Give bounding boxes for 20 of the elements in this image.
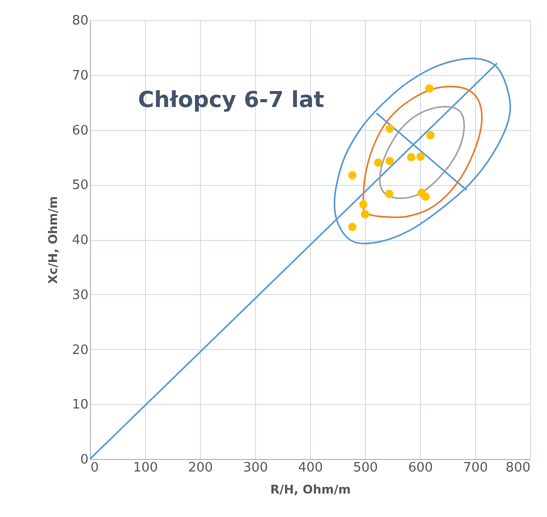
x-tick-label: 300 (243, 460, 268, 476)
x-tick-label: 600 (408, 460, 433, 476)
y-tick-label: 80 (72, 14, 88, 28)
y-tick-label: 50 (72, 178, 88, 194)
y-tick-label: 40 (72, 233, 88, 248)
y-tick-label: 60 (72, 123, 88, 138)
text: Chłopcy 6-7 lat (138, 88, 325, 113)
y-tick-label: 70 (72, 68, 88, 84)
x-tick-label: 100 (133, 460, 158, 476)
x-tick-label: 800 (506, 460, 530, 476)
x-axis-title: R/H, Ohm/m (270, 482, 351, 496)
x-tick-label: 200 (188, 460, 213, 476)
y-tick-label: 30 (72, 288, 88, 303)
x-tick-label: 700 (463, 460, 488, 476)
y-axis-title: Xc/H, Ohm/m (46, 196, 60, 284)
y-tick-label: 10 (72, 398, 88, 413)
x-tick-label: 500 (353, 460, 378, 476)
x-tick-label: 400 (298, 460, 323, 476)
y-tick-label: 20 (72, 342, 88, 358)
x-tick-label: 0 (90, 460, 99, 476)
